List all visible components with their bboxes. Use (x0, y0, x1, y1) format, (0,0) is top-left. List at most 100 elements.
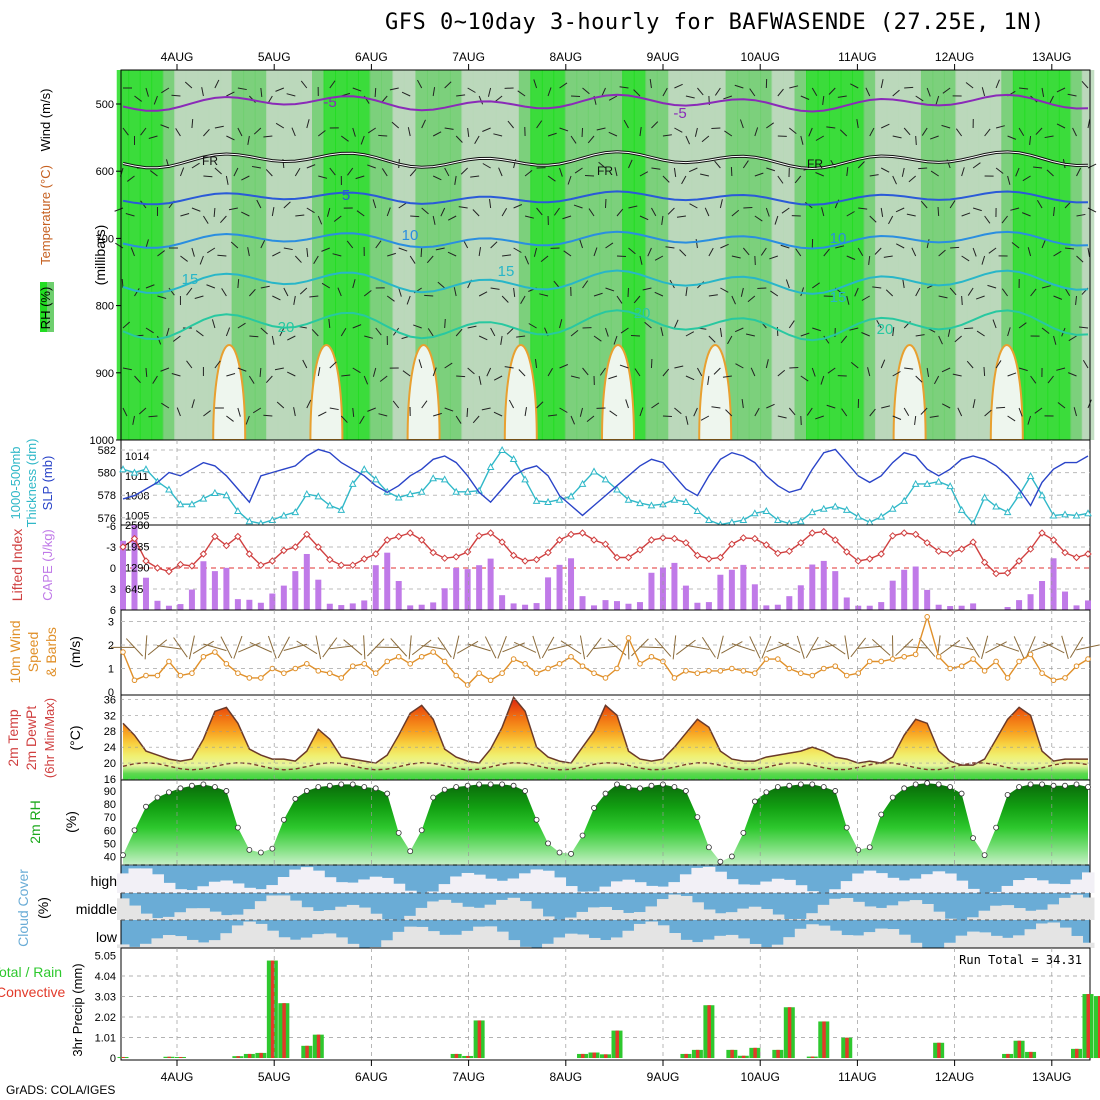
rh2m-point (154, 794, 161, 801)
precip-conv-bar (730, 1049, 734, 1058)
cape-bar (717, 574, 724, 610)
rh2m-point (970, 835, 977, 842)
cloud-cell (771, 944, 785, 948)
wind10-series-point (395, 653, 402, 660)
cloud-cell (1024, 878, 1038, 893)
rh2m-point (200, 781, 207, 788)
rh2m-point (453, 784, 460, 790)
precip-conv-bar (615, 1030, 619, 1058)
wind10-series-point (361, 661, 368, 667)
cloud-cell (783, 919, 796, 920)
li-tick-3: 3 (110, 584, 116, 596)
date-top-13AUG: 13AUG (1032, 50, 1071, 64)
convective-plume-6 (698, 343, 733, 441)
wind10-series-point (143, 672, 149, 679)
thickness-series-point (1072, 511, 1081, 519)
cloud-cell (565, 917, 578, 920)
thickness-series-point (142, 465, 150, 473)
cloud-cell (415, 907, 429, 920)
cloud-cell (771, 878, 785, 893)
cloud-cell (1001, 885, 1015, 893)
lifted-index-series-point (280, 546, 288, 555)
lifted-index-series-point (452, 553, 460, 561)
precip-conv-label: Convective (0, 984, 65, 1000)
cloud-cell (633, 912, 647, 920)
cloud-cell (944, 918, 957, 920)
cloud-cell (128, 868, 141, 893)
date-top-6AUG: 6AUG (355, 50, 388, 64)
cloud-cell (438, 934, 452, 948)
ptick-label-600: 600 (96, 166, 114, 178)
cape-bar (131, 525, 138, 610)
wind10-series-point (464, 682, 471, 688)
convective-plume-2 (309, 343, 344, 441)
cloud-cell (392, 883, 406, 893)
cloud-cell (335, 937, 348, 948)
cloud-cell (840, 935, 854, 948)
cloud-cell (679, 874, 693, 893)
cape-bar (280, 585, 287, 610)
date-bottom-6AUG: 6AUG (355, 1070, 388, 1084)
cloud-cell (346, 943, 360, 948)
thickness-series-point (980, 493, 989, 501)
thickness-series-point (360, 465, 369, 473)
wind10-series-point (648, 653, 655, 660)
lifted-index-series-point (532, 555, 541, 564)
lifted-index-series-point (636, 546, 644, 554)
lifted-index-series-point (1003, 569, 1012, 577)
contour-label-15: 15 (830, 289, 847, 306)
contour-freezing-inner (122, 151, 1089, 170)
precip-conv-bar (753, 1047, 757, 1058)
cloud-cell (553, 937, 567, 948)
wind10-series-point (476, 670, 482, 677)
rh2m-point (855, 847, 862, 853)
lifted-index-series-point (142, 557, 150, 565)
lifted-index-series-point (360, 555, 368, 563)
cloud-cell (909, 900, 923, 920)
date-top-10AUG: 10AUG (741, 50, 780, 64)
lifted-index-series-point (383, 536, 391, 544)
cape-bar (901, 569, 908, 610)
thickness-series-point (532, 496, 541, 504)
rh2m-point (533, 816, 540, 823)
date-bottom-10AUG: 10AUG (741, 1070, 780, 1084)
cape-bar (774, 604, 781, 610)
cloud-cell (519, 946, 532, 948)
rh2m-point (338, 781, 345, 788)
cape-bar (591, 605, 598, 610)
cape-bar (832, 571, 839, 610)
cape-bar (188, 589, 195, 610)
cloud-cell (898, 880, 911, 893)
wind10-barbs-label: & Barbs (43, 627, 59, 677)
lifted-index-series-point (463, 548, 472, 556)
cloud-cell (806, 924, 819, 948)
cape-bar (751, 584, 758, 610)
date-bottom-8AUG: 8AUG (549, 1070, 582, 1084)
temp2m-tick-24: 24 (104, 742, 116, 754)
cloud-cell (1070, 894, 1084, 920)
thickness-series-point (762, 506, 771, 515)
wind10-label: 10m Wind (7, 620, 23, 683)
wind10-series-point (579, 663, 586, 669)
temp2m-label: 2m Temp (5, 709, 21, 767)
cloud-cell (955, 935, 969, 948)
cape-bar (556, 564, 563, 610)
wind10-series-point (131, 677, 138, 684)
cloud-cell (852, 873, 865, 893)
rh2m-point (751, 798, 758, 805)
precip-ylabel: 3hr Precip (mm) (70, 963, 85, 1056)
wind10-series-point (1050, 677, 1057, 684)
precip-conv-bar (270, 960, 275, 1058)
convective-plume-1 (212, 343, 247, 441)
contour-label-FR: FR (807, 157, 823, 171)
cape-bar (476, 565, 483, 610)
thickness-label-1: 1000-500mb (8, 447, 23, 520)
legend-wind: Wind (m/s) (38, 89, 53, 152)
cloud-cell (427, 931, 440, 948)
wind10-series-point (1016, 658, 1022, 665)
cloud-cell (817, 904, 831, 920)
lifted-index-series-point (911, 530, 920, 539)
cloud-cell (174, 912, 187, 920)
cloud-cell (932, 911, 946, 920)
cloud-cell (473, 874, 486, 893)
